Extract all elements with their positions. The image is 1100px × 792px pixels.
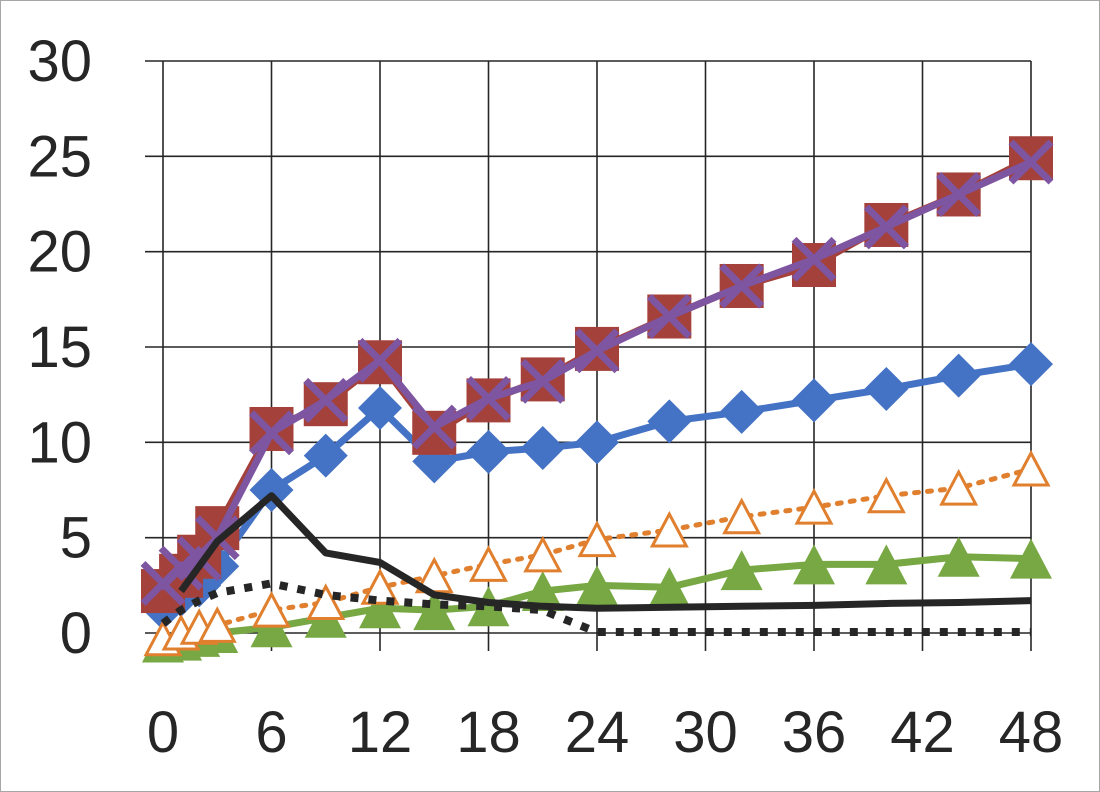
series-6-line: [160, 579, 1031, 637]
series-2-point-16: [1008, 139, 1054, 185]
y-tick-label-1: 5: [60, 506, 92, 571]
series-2-point-9: [520, 358, 566, 404]
series-0-point-9: [520, 426, 565, 471]
series-0-point-16: [1009, 342, 1053, 387]
series-3-point-10: [576, 565, 618, 606]
series-0-point-11: [647, 399, 692, 444]
series-2-point-4: [249, 410, 294, 456]
series-2-point-15-stroke-b: [936, 171, 982, 217]
series-3-point-8: [467, 586, 510, 627]
series-4-point-12: [722, 497, 762, 535]
series-4-point-4: [252, 590, 291, 628]
series-3-point-15: [937, 536, 980, 577]
series-2-point-4-stroke-b: [249, 410, 294, 456]
x-tick-label-3: 18: [456, 700, 521, 765]
series-2-point-5-stroke-b: [303, 377, 349, 423]
series-3-point-13: [793, 544, 835, 585]
series-2-point-13: [791, 236, 837, 282]
series-2-point-14: [863, 204, 909, 250]
series-0-point-14: [864, 366, 909, 411]
series-2: [140, 139, 1054, 606]
x-tick-label-8: 48: [999, 700, 1064, 765]
series-2-point-11: [646, 294, 692, 339]
series-6: [160, 579, 1031, 637]
y-tick-label-4: 20: [27, 220, 92, 285]
y-tick-label-6: 30: [27, 29, 92, 94]
series-0-point-15: [936, 353, 981, 398]
y-tick-label-5: 25: [27, 124, 92, 189]
series-0-point-13: [792, 378, 836, 423]
series-3-point-11: [648, 567, 691, 608]
series-2-point-8-stroke-b: [466, 376, 511, 421]
series-2-point-12: [719, 263, 765, 309]
y-tick-label-2: 10: [27, 410, 92, 475]
series-2-point-11-stroke-b: [646, 294, 692, 339]
series-2-point-16-stroke-b: [1008, 139, 1054, 185]
series-3-point-16: [1010, 538, 1052, 579]
x-tick-label-2: 12: [348, 700, 413, 765]
series-2-point-5: [303, 377, 349, 423]
series-0-point-12: [719, 389, 764, 434]
series-4-point-6: [360, 568, 400, 605]
series-2-point-6-stroke-b: [357, 337, 403, 383]
x-tick-label-0: 0: [147, 700, 179, 765]
series-3-point-6: [359, 588, 401, 629]
x-tick-label-5: 30: [673, 700, 738, 765]
x-tick-label-4: 24: [565, 700, 630, 765]
series-4-point-5: [306, 583, 346, 620]
y-tick-label-3: 15: [27, 315, 92, 380]
series-3-point-14: [865, 544, 908, 585]
series-3-point-12: [720, 550, 763, 591]
series-2-point-7-stroke-b: [411, 404, 457, 450]
series-0: [141, 342, 1053, 631]
series-4-point-10: [577, 520, 617, 558]
series-3-point-9: [521, 571, 564, 612]
series-4-point-8: [469, 545, 508, 582]
series-4-point-14: [866, 476, 906, 514]
series-2-point-13-stroke-b: [791, 236, 837, 282]
series-0-point-8: [466, 429, 511, 474]
series-2-point-15: [936, 171, 982, 217]
x-tick-label-6: 36: [782, 700, 847, 765]
x-axis-ticks: 0 6 12 18 24 30 36 42 48: [147, 700, 1063, 765]
series-2-point-10: [574, 328, 620, 374]
series-2-point-12-stroke-b: [719, 263, 765, 309]
series-0-point-10: [575, 420, 619, 465]
y-axis-ticks: 0 5 10 15 20 25 30: [27, 29, 92, 666]
series-2-point-9-stroke-b: [520, 358, 566, 404]
series-4-point-11: [649, 510, 689, 548]
series-0-point-6: [358, 386, 402, 431]
y-tick-label-0: 0: [60, 601, 92, 666]
series-2-point-6: [357, 337, 403, 383]
series-2-point-10-stroke-b: [574, 328, 620, 374]
series-3-point-7: [413, 590, 456, 631]
series-0-point-5: [303, 433, 348, 478]
series-4-point-9: [523, 535, 563, 573]
series-4-point-13: [794, 487, 834, 525]
series-4-point-15: [939, 468, 979, 506]
series-4-point-16: [1011, 449, 1051, 487]
series-2-point-14-stroke-b: [863, 204, 909, 250]
series-2-point-8: [466, 376, 511, 421]
series-layer: [140, 136, 1054, 663]
x-tick-label-1: 6: [255, 700, 287, 765]
series-4-point-3: [197, 606, 237, 643]
x-tick-label-7: 42: [890, 700, 955, 765]
series-2-point-7: [411, 404, 457, 450]
